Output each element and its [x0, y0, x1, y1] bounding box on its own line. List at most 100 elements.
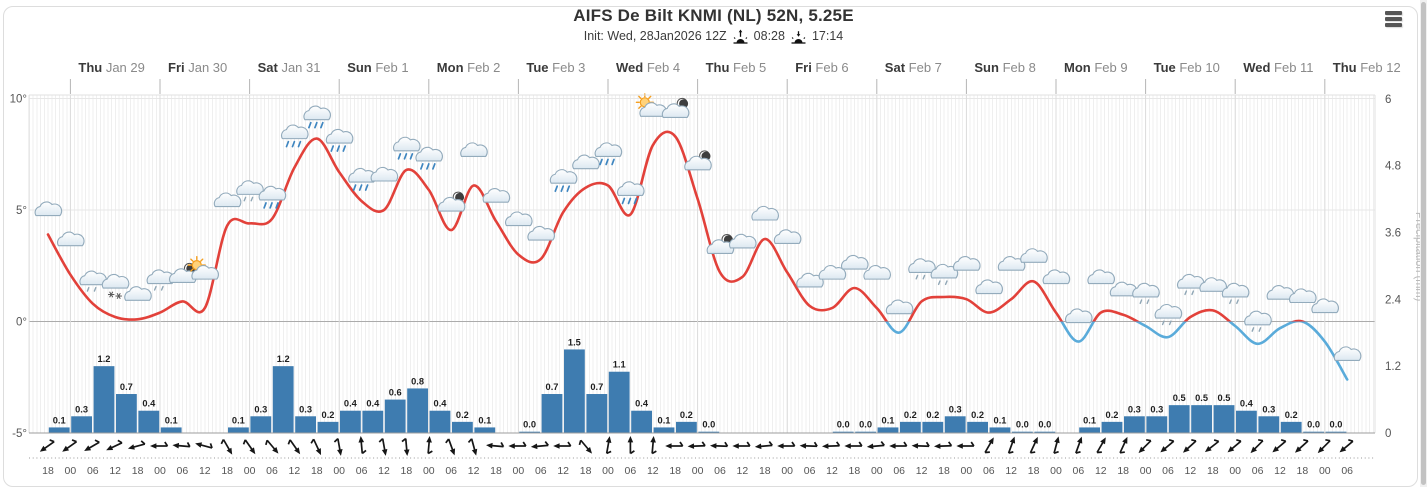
weather-icon-cloud	[213, 192, 242, 208]
wind-arrow	[172, 442, 191, 449]
wind-arrow	[445, 438, 456, 456]
arrow-barb	[265, 440, 268, 446]
arrow-head	[1250, 446, 1258, 454]
wind-arrow	[333, 438, 343, 456]
arrow-barb	[629, 450, 635, 455]
arrow-head	[508, 443, 515, 449]
precip-bar-label: 0.4	[366, 399, 380, 409]
time-label: 06	[177, 465, 189, 477]
menu-button[interactable]	[1385, 11, 1402, 29]
precip-bar	[519, 431, 540, 433]
precip-bar	[967, 421, 988, 433]
rain-drop	[342, 145, 347, 152]
precip-bar-label: 0.0	[1016, 420, 1029, 430]
drizzle-drop	[153, 285, 157, 291]
weather-icon-cloud-drizzle	[1154, 303, 1183, 326]
precip-bar	[1213, 405, 1235, 433]
wind-arrow	[889, 441, 908, 449]
precip-bar-label: 0.5	[1195, 393, 1208, 403]
arrow-barb	[1236, 439, 1242, 442]
arrow-barb	[835, 441, 841, 447]
precip-tick-label: 6	[1385, 94, 1391, 106]
time-label: 18	[132, 465, 144, 477]
time-label: 18	[580, 465, 592, 477]
wind-arrow	[426, 436, 433, 455]
cloud-part	[617, 181, 645, 197]
precip-bar	[989, 427, 1011, 433]
cloud-part	[661, 103, 690, 118]
wind-arrow	[605, 436, 612, 455]
day-axis: Thu Jan 29 Fri Jan 30 Sat Jan 31 Sun Feb 1 M…	[69, 60, 1401, 433]
precip-bar-label: 0.3	[1262, 404, 1275, 414]
arrow-head	[665, 443, 672, 449]
weather-icon-cloud	[953, 256, 981, 271]
weather-icon-cloud	[1065, 308, 1093, 324]
drizzle-drop	[86, 286, 90, 292]
weather-icon-cloud	[863, 264, 891, 280]
cloud-part	[1065, 308, 1093, 324]
sunrise-icon	[732, 29, 749, 46]
drizzle-drop	[1146, 299, 1150, 305]
weather-icon-cloud	[818, 264, 847, 280]
precip-bar	[93, 366, 115, 433]
arrow-head	[471, 448, 478, 456]
wind-arrow	[866, 441, 885, 450]
arrow-head	[799, 443, 807, 449]
arrow-barb	[1053, 450, 1059, 455]
time-label: 00	[423, 465, 435, 477]
precip-bar-label: 0.3	[949, 404, 962, 414]
precip-bar-label: 0.2	[456, 410, 469, 420]
time-label: 12	[1274, 465, 1286, 477]
precip-bar	[1325, 431, 1347, 433]
precip-axis-labels: 6 4.8 3.6 2.4 1.2 0	[1385, 94, 1402, 440]
rain-drop	[330, 145, 335, 152]
rain-drop	[314, 121, 318, 129]
sun-ray	[190, 258, 194, 262]
weather-icon-cloud	[841, 254, 869, 270]
arrow-head	[358, 436, 365, 443]
arrow-barb	[117, 439, 123, 444]
time-label: 00	[333, 465, 345, 477]
drizzle-drop	[243, 196, 247, 202]
time-label: 18	[42, 465, 54, 477]
cloud-part	[997, 256, 1026, 271]
precip-bar	[250, 416, 272, 433]
wind-arrow	[732, 441, 751, 449]
drizzle-drop	[1236, 299, 1239, 305]
arrow-barb	[791, 441, 796, 447]
arrow-barb	[140, 440, 146, 445]
day-label: Mon Feb 9	[1064, 60, 1128, 75]
vertical-scrollbar[interactable]	[1420, 0, 1427, 487]
arrow-barb	[1348, 439, 1354, 442]
time-label: 18	[1028, 465, 1040, 477]
precip-bar-label: 0.6	[389, 388, 402, 398]
arrow-barb	[1213, 439, 1219, 443]
weather-icon-cloud-drizzle	[908, 258, 936, 280]
weather-icon-cloud	[370, 166, 399, 182]
arrow-barb	[858, 441, 863, 447]
time-label: 06	[714, 465, 726, 477]
time-label: 18	[401, 465, 413, 477]
precip-bar-label: 0.1	[232, 415, 245, 425]
weather-icon-cloud-rain	[303, 105, 331, 129]
day-label: Tue Feb 10	[1154, 60, 1220, 75]
precip-bar	[1146, 416, 1168, 433]
wind-arrow	[911, 441, 930, 449]
arrow-barb	[186, 442, 191, 448]
wind-arrow	[1053, 436, 1060, 455]
rain-drop	[291, 140, 296, 148]
arrow-head	[844, 443, 851, 449]
wind-arrow	[1250, 438, 1264, 454]
wind-arrow	[127, 440, 146, 450]
arrow-barb	[679, 441, 684, 447]
rain-drop	[285, 140, 290, 148]
drizzle-drop	[937, 280, 941, 286]
precip-bar	[653, 427, 675, 433]
wind-arrow	[195, 442, 213, 449]
temperature-line-above-zero	[46, 130, 1306, 322]
wind-arrow	[242, 439, 256, 455]
wind-arrow	[106, 439, 123, 451]
arrow-head	[1204, 446, 1212, 453]
scrollbar-thumb[interactable]	[1421, 2, 1426, 485]
time-label: 06	[1162, 465, 1174, 477]
